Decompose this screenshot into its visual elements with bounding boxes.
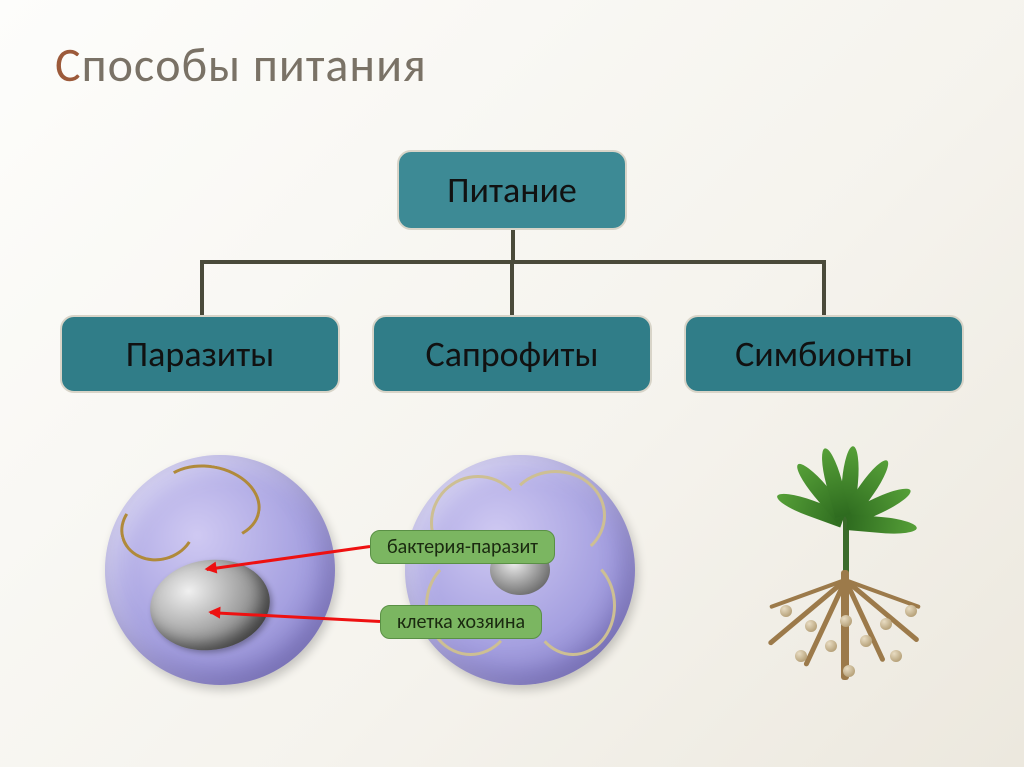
- root-nodule-icon: [890, 650, 902, 662]
- illustration-symbiont-plant: [725, 440, 965, 720]
- tree-child-node-2: Сапрофиты: [372, 315, 652, 393]
- root-nodule-icon: [905, 605, 917, 617]
- annotation-label: клетка хозяина: [397, 610, 525, 634]
- tree-child-label: Симбионты: [735, 332, 913, 376]
- root-nodule-icon: [880, 618, 892, 630]
- tree-connector: [511, 230, 515, 260]
- annotation-tag-2: клетка хозяина: [380, 605, 542, 639]
- leaf-icon: [846, 514, 917, 536]
- root-nodule-icon: [840, 615, 852, 627]
- tree-root-node: Питание: [397, 150, 627, 230]
- tree-connector: [200, 260, 204, 315]
- root-nodule-icon: [780, 605, 792, 617]
- title-accent: С: [55, 35, 82, 94]
- annotation-label: бактерия-паразит: [387, 535, 538, 559]
- tree-child-node-3: Симбионты: [684, 315, 964, 393]
- tree-child-node-1: Паразиты: [60, 315, 340, 393]
- tree-child-label: Сапрофиты: [426, 332, 599, 376]
- root-nodule-icon: [825, 640, 837, 652]
- slide-title: Способы питания: [55, 35, 427, 94]
- root-nodule-icon: [860, 635, 872, 647]
- title-rest: пособы питания: [82, 35, 427, 94]
- tree-connector: [510, 260, 514, 315]
- root-nodule-icon: [843, 665, 855, 677]
- tree-connector: [822, 260, 826, 315]
- tree-root-label: Питание: [447, 168, 577, 212]
- tree-child-label: Паразиты: [126, 332, 274, 376]
- annotation-tag-1: бактерия-паразит: [370, 530, 555, 564]
- root-nodule-icon: [795, 650, 807, 662]
- root-nodule-icon: [805, 620, 817, 632]
